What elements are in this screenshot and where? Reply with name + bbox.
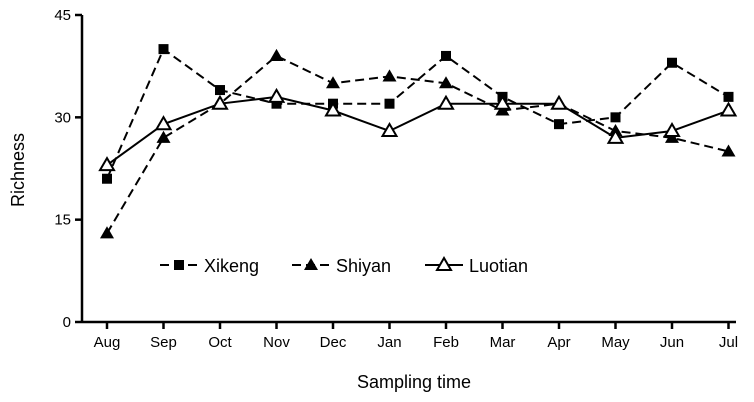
legend-marker <box>304 258 318 271</box>
y-axis-title: Richness <box>8 133 28 207</box>
data-point <box>606 128 625 144</box>
x-tick-label: Dec <box>320 334 347 351</box>
legend-item-luotian: Luotian <box>425 256 528 276</box>
data-point <box>100 226 114 239</box>
x-tick-label: Nov <box>263 334 290 351</box>
legend-label: Shiyan <box>336 256 391 276</box>
data-point <box>441 50 451 61</box>
data-point <box>324 101 342 117</box>
axes: 0 15 30 45 Aug Sep Oct Nov Dec Jan Feb Mar Apr May Jun… <box>54 7 738 351</box>
data-point <box>719 101 738 117</box>
data-point <box>439 76 453 89</box>
data-point <box>554 119 564 130</box>
x-tick-label: May <box>601 334 630 351</box>
y-tick-label: 15 <box>54 212 71 229</box>
series-line <box>106 47 730 180</box>
data-point <box>382 69 397 82</box>
legend-marker <box>435 256 453 272</box>
legend-label: Xikeng <box>204 256 259 276</box>
data-point <box>663 121 681 138</box>
data-point <box>154 115 173 131</box>
data-point <box>550 94 568 110</box>
data-point <box>493 94 512 110</box>
data-point <box>98 156 116 172</box>
legend-item-shiyan: Shiyan <box>292 256 391 276</box>
data-point <box>326 76 340 89</box>
x-tick-label: Jun <box>660 334 684 351</box>
series-line <box>106 54 729 234</box>
x-tick-label: Oct <box>208 334 232 351</box>
legend: Xikeng Shiyan Luotian <box>160 256 528 276</box>
data-point <box>384 98 395 109</box>
data-point <box>267 87 286 103</box>
data-point <box>667 57 677 68</box>
legend-label: Luotian <box>469 256 528 276</box>
series-layer <box>98 44 738 239</box>
x-tick-label: Aug <box>94 334 121 351</box>
data-point <box>269 48 284 61</box>
x-tick-label: Jul <box>719 334 738 351</box>
x-tick-label: Jan <box>377 334 401 351</box>
x-tick-label: Feb <box>433 334 459 351</box>
x-tick-label: Mar <box>490 334 516 351</box>
data-point <box>437 94 455 110</box>
data-point <box>215 85 225 96</box>
series-xikeng <box>102 44 734 184</box>
series-luotian <box>98 87 738 172</box>
x-axis-title: Sampling time <box>357 372 471 392</box>
x-tick-label: Apr <box>547 334 570 351</box>
data-point <box>102 173 112 184</box>
data-point <box>380 121 399 138</box>
y-tick-label: 0 <box>63 314 71 331</box>
data-point <box>610 112 621 123</box>
data-point <box>723 91 734 102</box>
x-tick-label: Sep <box>150 334 177 351</box>
series-shiyan <box>100 48 736 239</box>
data-point <box>721 144 736 157</box>
data-point <box>158 44 169 55</box>
y-tick-label: 30 <box>54 109 71 126</box>
y-tick-label: 45 <box>54 7 71 24</box>
legend-item-xikeng: Xikeng <box>160 256 259 276</box>
data-point <box>156 130 171 143</box>
series-line <box>106 95 729 166</box>
data-point <box>211 94 229 110</box>
data-point <box>271 98 282 109</box>
legend-marker <box>174 260 184 270</box>
